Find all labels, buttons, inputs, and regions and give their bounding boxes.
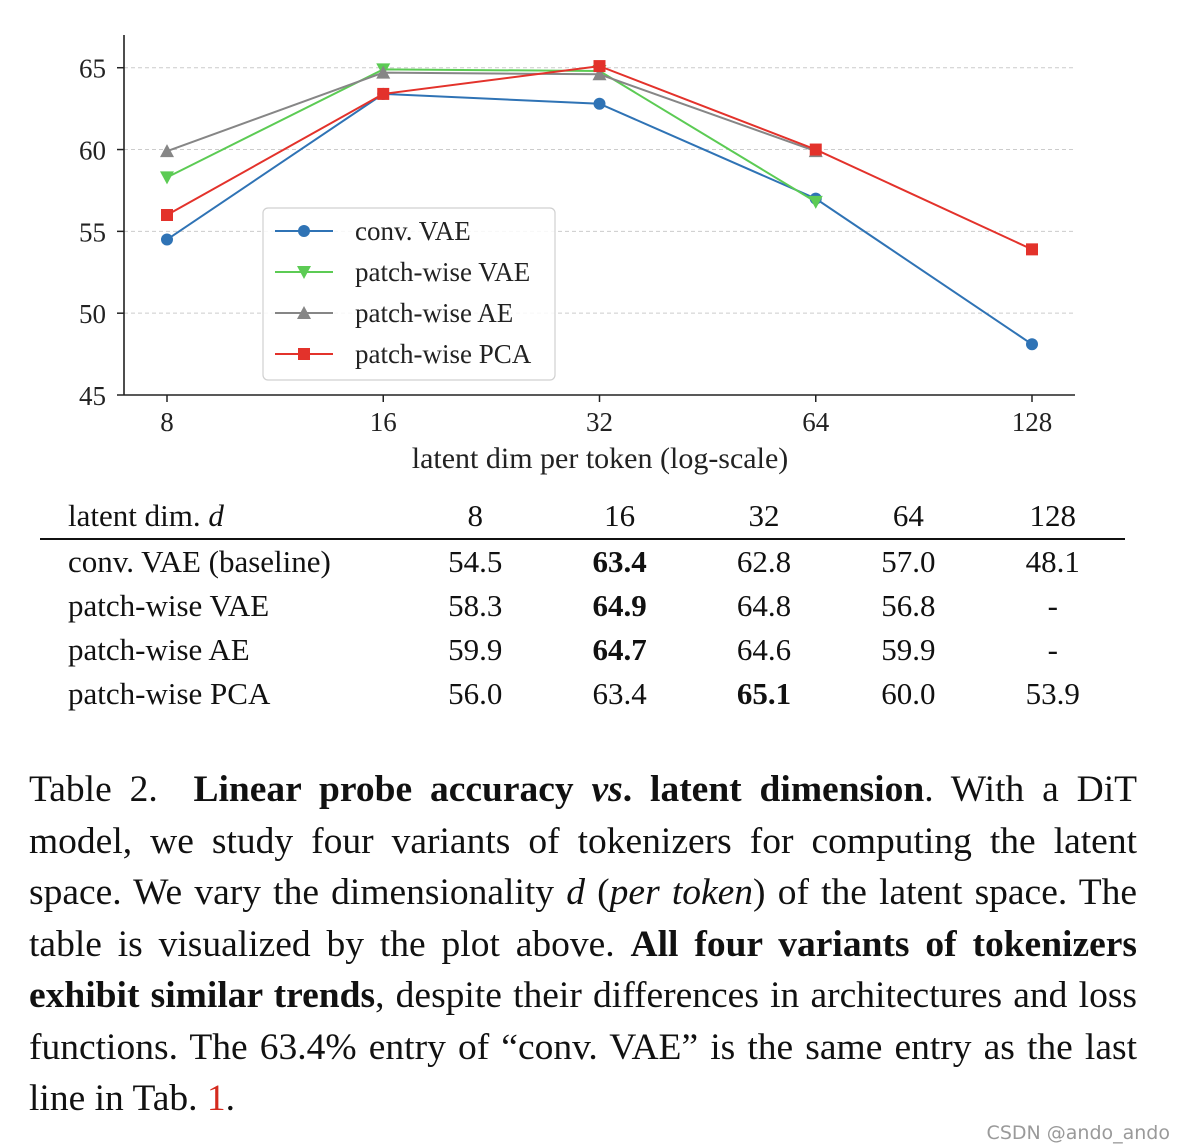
table-header-row: latent dim. d 8 16 32 64 128 [40,494,1125,539]
legend-label: patch-wise AE [355,298,513,328]
column-header: 32 [748,498,780,533]
data-point [297,266,311,279]
data-point [377,87,390,100]
series-line [166,71,817,153]
table-row: patch-wise PCA 56.0 63.4 65.1 60.0 53.9 [40,672,1125,716]
table-row: patch-wise AE 59.9 64.7 64.6 59.9 - [40,628,1125,672]
caption-label: Table 2. [29,769,158,810]
data-point [160,171,174,185]
table-row: conv. VAE (baseline) 54.5 63.4 62.8 57.0 48.1 [40,539,1125,584]
column-header: 16 [604,498,636,533]
table-cell: 48.1 [1025,544,1080,579]
x-tick-label: 64 [802,407,830,437]
legend-label: conv. VAE [355,216,471,246]
table-header-label: latent dim. d [40,494,403,539]
table-cell: 64.6 [736,632,792,667]
data-point [161,233,173,246]
line-chart: 45 50 55 60 65 8 16 32 64 128 conv. VAE patch-wise… [79,35,1075,475]
row-label: conv. VAE (baseline) [68,544,331,579]
caption-bold-finding: All four variants of tokenizers exhibit … [29,923,1138,1017]
series-group [160,60,1038,351]
table-cell: 65.1 [736,676,792,711]
table-caption: Table 2. Linear probe accuracy vs. laten… [29,769,1138,1119]
data-point [160,144,174,158]
row-label: patch-wise AE [68,632,250,667]
table-cell: - [1047,588,1058,623]
table-cell: 62.8 [736,544,792,579]
y-tick-label: 50 [79,299,106,329]
data-point [161,209,173,221]
legend: conv. VAE patch-wise VAE patch-wise AE patc… [262,207,556,381]
row-label: patch-wise PCA [68,676,271,711]
series-line [166,68,817,203]
table-reference-link[interactable]: 1 [206,1078,226,1119]
legend-box [262,207,556,381]
data-point [1026,338,1038,351]
series-patch-wise-vae [160,63,823,209]
table-cell: 63.4 [592,544,647,579]
table-cell: - [1047,632,1058,667]
series-patch-wise-pca [161,60,1038,256]
table-cell: 59.9 [881,632,936,667]
table-cell: 58.3 [448,588,503,623]
caption-text-1: . With a DiT model, we study four varian… [29,769,1138,913]
x-tick-label: 128 [1012,407,1053,437]
table-cell: 64.8 [736,588,792,623]
table-cell: 57.0 [881,544,936,579]
caption-text-2: ) of the latent space. The table is visu… [29,872,1138,965]
x-axis-label: latent dim per token (log-scale) [412,442,789,475]
data-point [592,67,607,81]
data-point [808,195,823,209]
table-cell: 56.0 [448,676,503,711]
data-point [1026,243,1038,256]
data-point [376,65,391,79]
caption-title: Linear probe accuracy vs. latent dimensi… [193,769,925,810]
table-cell: 59.9 [448,632,503,667]
x-tick-label: 16 [370,407,397,437]
data-point [809,143,822,156]
column-header: 128 [1029,498,1077,533]
legend-label: patch-wise VAE [355,257,530,287]
grid-lines [124,67,1075,314]
table-cell: 64.9 [592,588,647,623]
table-cell: 63.4 [592,676,647,711]
header-label-text: latent dim. [68,498,201,533]
y-tick-label: 65 [79,54,106,84]
table-cell: 64.7 [592,632,647,667]
data-point [298,225,310,237]
y-tick-label: 45 [79,381,106,411]
caption-per-token: per token [609,872,754,913]
caption-text-3: , despite their differences in architect… [29,975,1138,1119]
y-tick-label: 55 [79,217,106,247]
y-tick-label: 60 [79,136,106,166]
table-cell: 54.5 [448,544,503,579]
column-header: 8 [467,498,484,533]
table-cell: 56.8 [881,588,936,623]
x-tick-label: 8 [160,407,174,437]
results-table: latent dim. d 8 16 32 64 128 conv. VAE (… [40,494,1125,716]
data-point [593,60,606,73]
column-header: 64 [892,498,924,533]
data-point [298,348,310,360]
table-cell: 60.0 [881,676,936,711]
caption-var-d: d [566,872,585,913]
legend-label: patch-wise PCA [355,339,532,369]
data-point [593,97,606,110]
watermark: CSDN @ando_ando [986,1122,1170,1144]
x-tick-label: 32 [586,407,613,437]
axes: 45 50 55 60 65 8 16 32 64 128 [79,35,1075,437]
row-label: patch-wise VAE [68,588,270,623]
table-row: patch-wise VAE 58.3 64.9 64.8 56.8 - [40,584,1125,628]
data-point [297,306,311,319]
table-cell: 53.9 [1025,676,1080,711]
header-label-var: d [208,498,224,533]
